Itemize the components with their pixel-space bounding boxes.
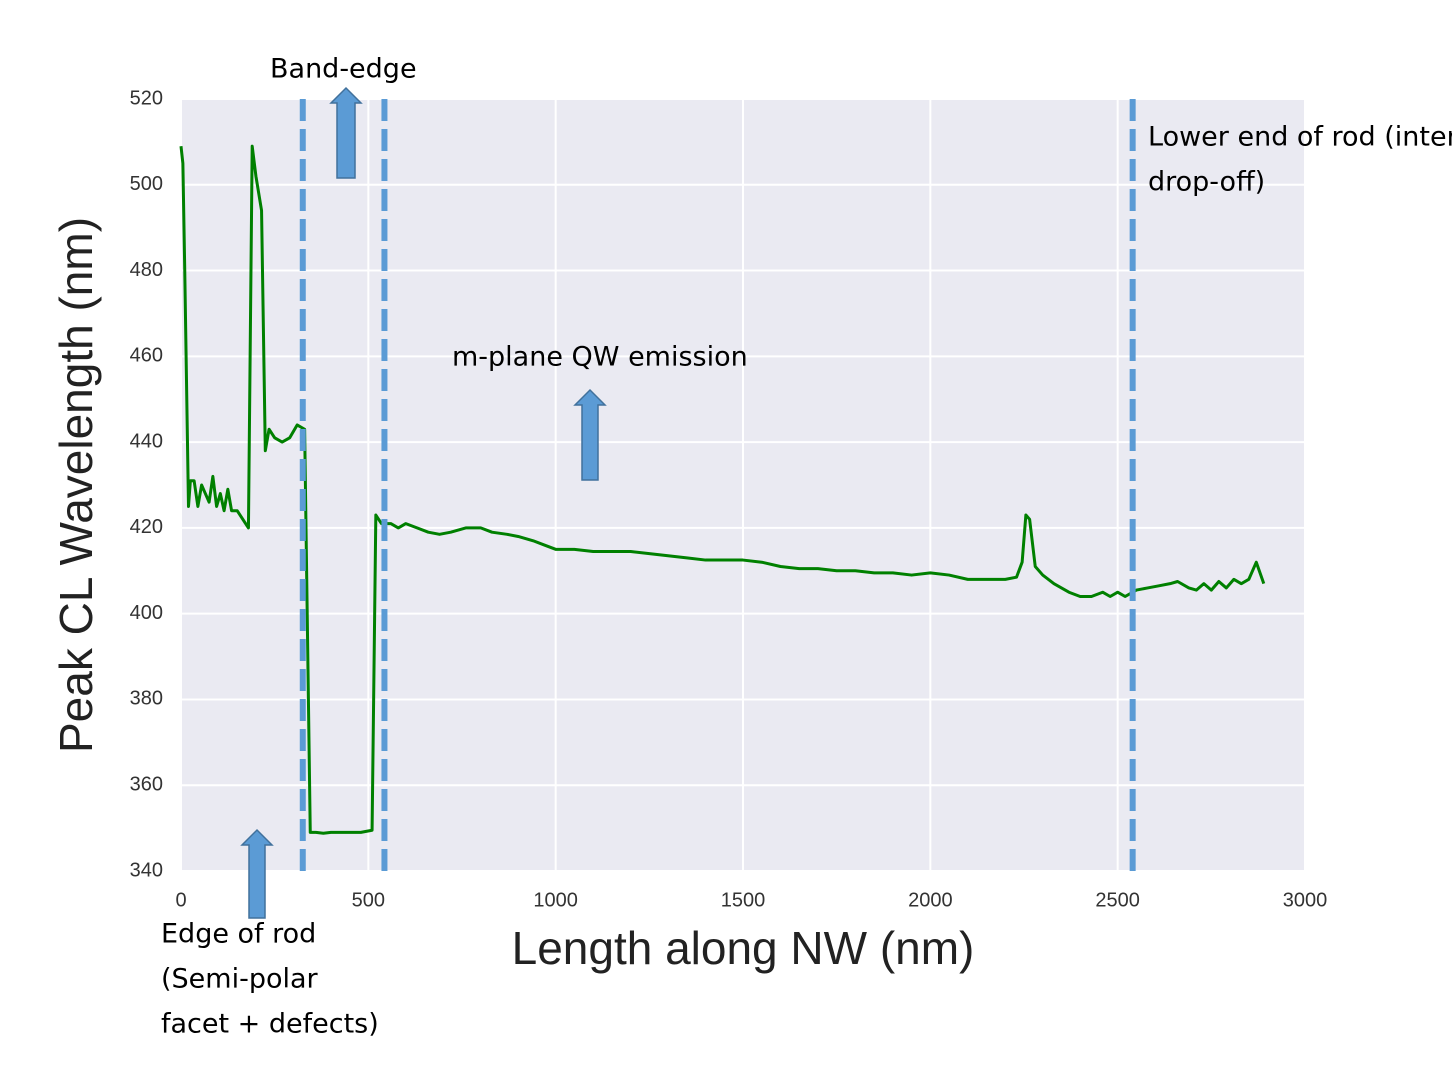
x-tick-label: 1500 <box>721 889 766 911</box>
y-tick-label: 520 <box>130 87 163 109</box>
x-tick-label: 0 <box>175 889 186 911</box>
y-axis-label: Peak CL Wavelength (nm) <box>50 217 102 753</box>
arrow <box>329 86 363 179</box>
annotation: m-plane QW emission <box>452 342 748 373</box>
y-tick-label: 480 <box>130 259 163 281</box>
x-tick-label: 1000 <box>533 889 578 911</box>
x-tick-label: 2000 <box>908 889 953 911</box>
data-line <box>179 144 1266 835</box>
annotation: Lower end of rod (intensity <box>1148 122 1452 153</box>
arrow <box>573 388 607 481</box>
annotation: (Semi-polar <box>161 964 319 995</box>
x-tick-label: 3000 <box>1283 889 1328 911</box>
x-tick-label: 2500 <box>1095 889 1140 911</box>
annotation: drop-off) <box>1148 167 1265 198</box>
y-tick-label: 420 <box>130 516 163 538</box>
x-tick-label: 500 <box>352 889 385 911</box>
arrow <box>240 828 274 919</box>
y-tick-label: 380 <box>130 688 163 710</box>
y-tick-label: 400 <box>130 602 163 624</box>
annotation: Edge of rod <box>161 919 316 950</box>
y-tick-label: 340 <box>130 859 163 881</box>
annotation: facet + defects) <box>161 1009 379 1040</box>
y-tick-label: 360 <box>130 774 163 796</box>
y-tick-label: 460 <box>130 345 163 367</box>
y-tick-label: 440 <box>130 430 163 452</box>
annotation: Band-edge <box>270 54 417 85</box>
y-tick-label: 500 <box>130 173 163 195</box>
x-axis-label: Length along NW (nm) <box>512 922 975 974</box>
